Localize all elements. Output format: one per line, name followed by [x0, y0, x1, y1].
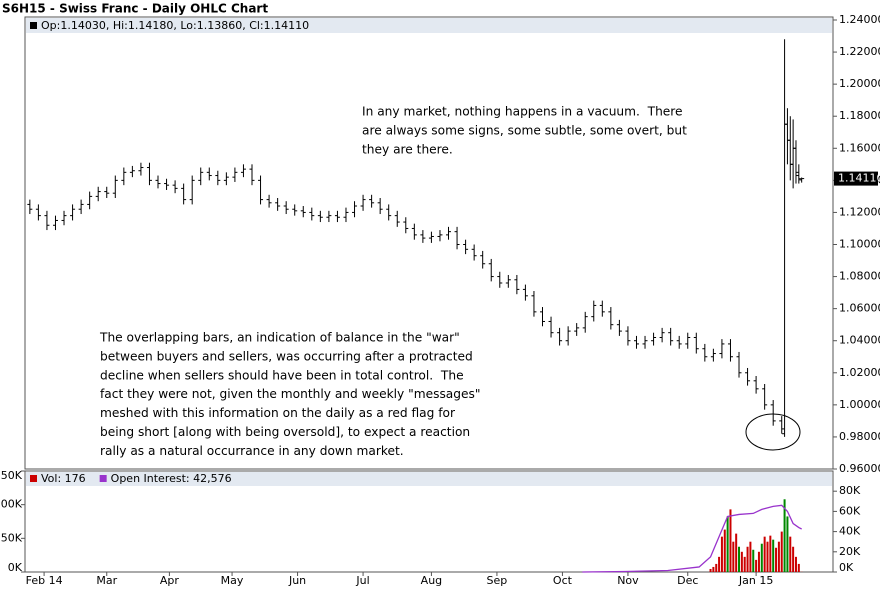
volume-bar	[797, 563, 800, 572]
last-price-box	[834, 171, 878, 186]
y-tick-label: 0.96000	[839, 462, 880, 475]
volume-bar	[720, 536, 723, 572]
volume-bar	[783, 499, 786, 572]
volume-bar	[712, 566, 715, 572]
y-tick-label: 1.04000	[839, 334, 880, 347]
annotation: are always some signs, some subtle, some…	[362, 123, 687, 137]
volume-bar	[794, 556, 797, 572]
y2-tick-label: 80K	[839, 484, 861, 497]
y-tick-label: 1.08000	[839, 270, 880, 283]
x-tick-label: Oct	[553, 574, 573, 587]
y-tick-label: 100K	[0, 498, 23, 511]
volume-panel	[24, 470, 834, 573]
y-tick-label: 1.22000	[839, 45, 880, 58]
volume-bar	[777, 541, 780, 572]
y-tick-label: 1.18000	[839, 109, 880, 122]
y2-tick-label: 20K	[839, 545, 861, 558]
annotation: rally as a natural occurrance in any dow…	[100, 444, 404, 458]
x-tick-label: Dec	[677, 574, 698, 587]
x-tick-label: Jan 15	[738, 574, 773, 587]
x-tick-label: Nov	[617, 574, 639, 587]
volume-bar	[772, 539, 775, 572]
y2-tick-label: 0K	[839, 561, 854, 574]
volume-bar	[780, 531, 783, 572]
y2-tick-label: 40K	[839, 525, 861, 538]
volume-bar	[735, 533, 738, 572]
volume-bar	[786, 516, 789, 572]
annotation: The overlapping bars, an indication of b…	[99, 331, 460, 345]
legend-swatch	[30, 475, 37, 482]
y2-tick-label: 60K	[839, 504, 861, 517]
y-tick-label: 1.16000	[839, 141, 880, 154]
volume-bar	[718, 556, 721, 572]
volume-bar	[738, 546, 741, 572]
annotation: being short [along with being oversold],…	[100, 425, 470, 439]
y-tick-label: 50K	[1, 531, 23, 544]
volume-bar	[726, 516, 729, 572]
volume-bar	[760, 543, 763, 572]
volume-bar	[763, 536, 766, 572]
y-tick-label: 0.98000	[839, 430, 880, 443]
last-price-label: 1.14110	[838, 172, 880, 185]
info-text: Op:1.14030, Hi:1.14180, Lo:1.13860, Cl:1…	[41, 19, 309, 32]
volume-bar	[769, 535, 772, 572]
volume-bar	[749, 541, 752, 572]
volume-bar	[723, 529, 726, 572]
annotation: fact they were not, given the monthly an…	[100, 387, 480, 401]
legend-label: Vol: 176	[41, 472, 86, 485]
annotation: they are there.	[362, 142, 453, 156]
y-tick-label: 1.12000	[839, 205, 880, 218]
volume-bar	[752, 549, 755, 572]
x-tick-label: Jul	[355, 574, 369, 587]
y-tick-label: 1.02000	[839, 366, 880, 379]
x-tick-label: May	[221, 574, 244, 587]
volume-info-bar	[26, 472, 832, 486]
y-tick-label: 1.10000	[839, 238, 880, 251]
annotation: between buyers and sellers, was occurrin…	[100, 349, 473, 363]
volume-bar	[757, 551, 760, 572]
info-marker	[30, 22, 37, 29]
y-tick-label: 150K	[0, 469, 23, 482]
y-tick-label: 1.20000	[839, 77, 880, 90]
x-tick-label: Jun	[288, 574, 306, 587]
x-tick-label: Sep	[487, 574, 508, 587]
volume-bar	[775, 547, 778, 572]
price-panel	[24, 16, 834, 470]
x-tick-label: Mar	[96, 574, 117, 587]
info-bar	[26, 18, 832, 33]
volume-bar	[740, 551, 743, 572]
y-tick-label: 1.00000	[839, 398, 880, 411]
annotation: In any market, nothing happens in a vacu…	[362, 105, 683, 119]
x-tick-label: Feb 14	[26, 574, 63, 587]
legend-label: Open Interest: 42,576	[111, 472, 232, 485]
y-tick-label: 0K	[8, 561, 23, 574]
volume-bar	[792, 546, 795, 572]
open-interest-line	[582, 504, 802, 573]
volume-bar	[729, 509, 732, 572]
annotation: decline when sellers should have been in…	[100, 368, 464, 382]
volume-bar	[715, 563, 718, 572]
volume-bar	[755, 559, 758, 572]
x-tick-label: Apr	[160, 574, 180, 587]
legend-swatch	[99, 475, 107, 482]
volume-bar	[789, 536, 792, 572]
y-tick-label: 1.06000	[839, 302, 880, 315]
volume-bar	[766, 541, 769, 572]
volume-bar	[709, 568, 712, 572]
volume-bar	[732, 541, 735, 572]
y-tick-label: 1.24000	[839, 13, 880, 26]
x-tick-label: Aug	[421, 574, 442, 587]
annotation: meshed with this information on the dail…	[100, 406, 456, 420]
volume-bar	[743, 556, 746, 572]
volume-bar	[746, 546, 749, 572]
chart-title: S6H15 - Swiss Franc - Daily OHLC Chart	[2, 2, 268, 16]
